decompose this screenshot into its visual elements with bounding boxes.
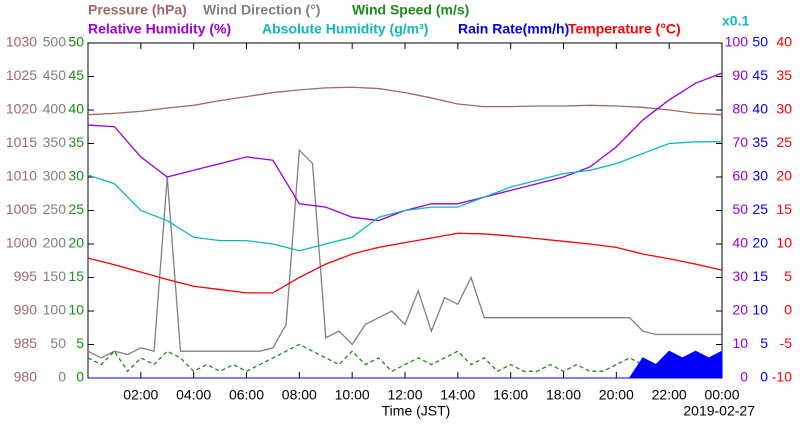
- y-tick-label: 400: [43, 101, 67, 117]
- y-tick-label: 45: [752, 67, 768, 83]
- y-tick-label: 15: [752, 268, 768, 284]
- x-tick-label: 02:00: [123, 387, 158, 403]
- y-tick-label: 5: [760, 335, 768, 351]
- y-tick-label: 50: [50, 335, 66, 351]
- y-tick-label: 250: [43, 201, 67, 217]
- legend-label: Absolute Humidity (g/m³): [262, 21, 428, 37]
- y-tick-label: 1010: [6, 168, 37, 184]
- y-tick-label: 200: [43, 235, 67, 251]
- x-tick-label: 12:00: [387, 387, 422, 403]
- y-tick-label: 985: [14, 335, 38, 351]
- x-tick-label: 06:00: [229, 387, 264, 403]
- legend-label: Temperature (°C): [568, 21, 681, 37]
- y-tick-label: 1025: [6, 67, 37, 83]
- y-tick-label: 20: [752, 235, 768, 251]
- y-tick-label: 25: [752, 201, 768, 217]
- legend-label: Pressure (hPa): [88, 2, 187, 18]
- x-tick-label: 08:00: [282, 387, 317, 403]
- y-tick-label: 35: [776, 67, 792, 83]
- y-tick-label: 30: [732, 268, 748, 284]
- y-tick-label: 990: [14, 302, 38, 318]
- y-tick-label: 10: [68, 302, 84, 318]
- legend-label: Wind Speed (m/s): [352, 2, 469, 18]
- y-tick-label: 80: [732, 101, 748, 117]
- y-tick-label: 100: [725, 34, 749, 50]
- y-tick-label: 40: [776, 34, 792, 50]
- y-tick-label: 10: [776, 235, 792, 251]
- x-tick-label: 04:00: [176, 387, 211, 403]
- y-tick-label: -10: [772, 369, 792, 385]
- series-line: [87, 148, 722, 359]
- y-tick-label: 980: [14, 369, 38, 385]
- area: [88, 350, 723, 379]
- y-tick-label: 50: [68, 34, 84, 50]
- y-tick-label: -5: [780, 335, 793, 351]
- y-tick-label: 1030: [6, 34, 37, 50]
- series-line: [87, 86, 723, 116]
- y-tick-label: 1005: [6, 201, 37, 217]
- y-tick-label: 0: [76, 369, 84, 385]
- x-tick-label: 20:00: [599, 387, 634, 403]
- x-tick-label: 22:00: [652, 387, 687, 403]
- y-tick-label: 25: [776, 134, 792, 150]
- y-tick-label: 5: [784, 268, 792, 284]
- y-tick-label: 350: [43, 134, 67, 150]
- y-tick-label: 20: [68, 235, 84, 251]
- x-axis-label: Time (JST): [382, 403, 451, 419]
- y-tick-label: 1020: [6, 101, 37, 117]
- series-line: [87, 232, 723, 294]
- y-tick-label: 20: [732, 302, 748, 318]
- y-tick-label: 60: [732, 168, 748, 184]
- y-tick-label: 300: [43, 168, 67, 184]
- y-tick-label: 20: [776, 168, 792, 184]
- legend-label: Relative Humidity (%): [88, 21, 231, 37]
- y-tick-label: 995: [14, 268, 38, 284]
- legend-label: Wind Direction (°): [203, 2, 320, 18]
- y-tick-label: 0: [58, 369, 66, 385]
- y-tick-label: 30: [752, 168, 768, 184]
- series-line: [87, 141, 722, 252]
- legend-label: Rain Rate(mm/h): [458, 21, 569, 37]
- y-tick-label: 0: [740, 369, 748, 385]
- x-tick-label: 14:00: [440, 387, 475, 403]
- y-tick-label: 5: [76, 335, 84, 351]
- y-tick-label: 35: [752, 134, 768, 150]
- y-tick-label: 10: [752, 302, 768, 318]
- x-tick-label: 00:00: [704, 387, 739, 403]
- y-tick-label: 90: [732, 67, 748, 83]
- x-tick-label: 16:00: [493, 387, 528, 403]
- y-tick-label: 150: [43, 268, 67, 284]
- y-tick-label: 450: [43, 67, 67, 83]
- y-tick-label: 0: [784, 302, 792, 318]
- y-tick-label: 500: [43, 34, 67, 50]
- y-tick-label: 45: [68, 67, 84, 83]
- y-tick-label: 40: [68, 101, 84, 117]
- y-tick-label: 30: [776, 101, 792, 117]
- y-tick-label: 100: [43, 302, 67, 318]
- x-tick-label: 18:00: [546, 387, 581, 403]
- y-tick-label: 30: [68, 168, 84, 184]
- y-tick-label: 25: [68, 201, 84, 217]
- y-tick-label: 1015: [6, 134, 37, 150]
- y-tick-label: 40: [752, 101, 768, 117]
- y-tick-label: 0: [760, 369, 768, 385]
- y-tick-label: 15: [68, 268, 84, 284]
- y-tick-label: 40: [732, 235, 748, 251]
- series-line: [87, 343, 723, 373]
- y-tick-label: 50: [752, 34, 768, 50]
- y-tick-label: 70: [732, 134, 748, 150]
- y-tick-label: 35: [68, 134, 84, 150]
- y-tick-label: 1000: [6, 235, 37, 251]
- y-tick-label: 15: [776, 201, 792, 217]
- y-tick-label: 50: [732, 201, 748, 217]
- x-tick-label: 10:00: [335, 387, 370, 403]
- y-tick-label: 10: [732, 335, 748, 351]
- scale-note: x0.1: [722, 13, 749, 29]
- date-label: 2019-02-27: [683, 403, 755, 419]
